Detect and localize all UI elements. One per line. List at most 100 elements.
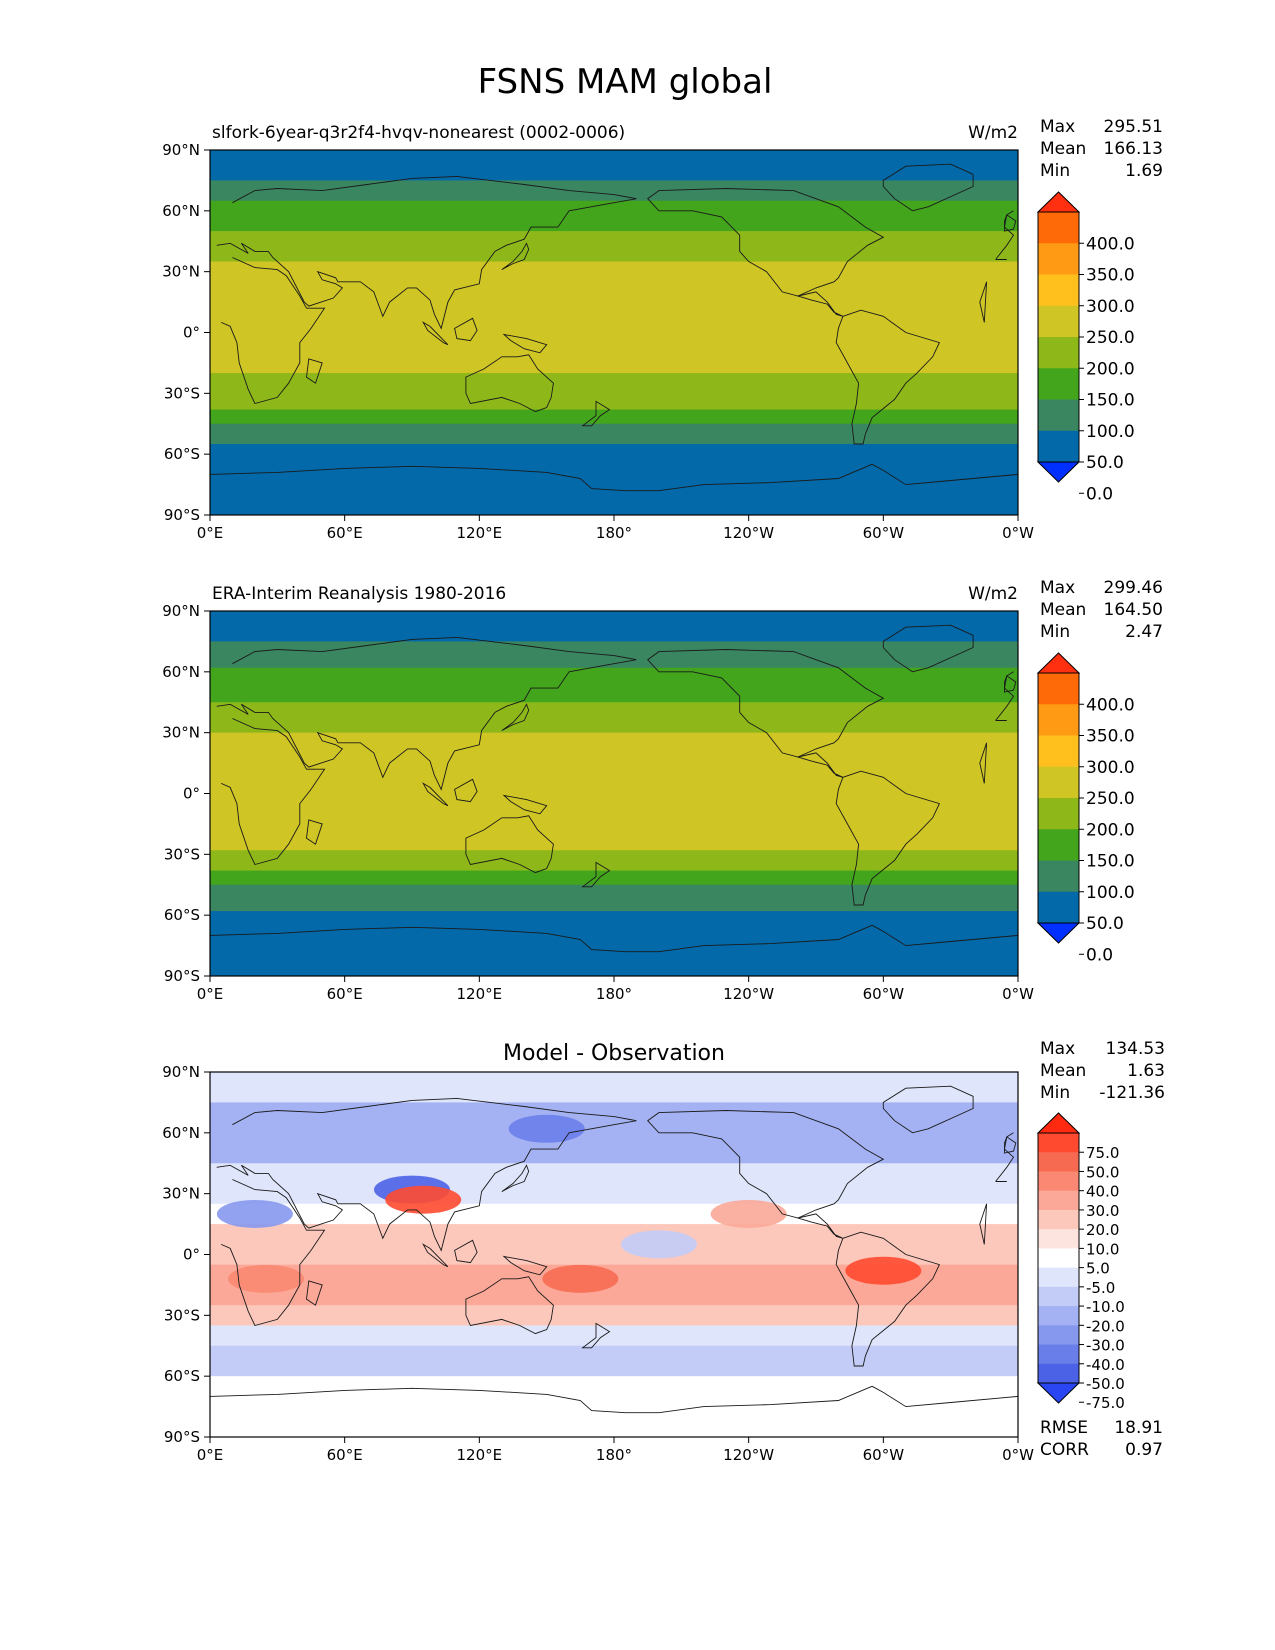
y-axis-test: 90°N 60°N 30°N 0° 30°S 60°S 90°S bbox=[162, 141, 210, 524]
coastline-greenland bbox=[882, 1085, 974, 1134]
coastline-antarctica bbox=[210, 1385, 1018, 1437]
colorbar-segment-6 bbox=[1038, 1248, 1079, 1269]
coastline-south-america bbox=[835, 1231, 941, 1367]
coastline-north-america bbox=[647, 649, 885, 758]
coastline-south-america bbox=[835, 309, 941, 445]
coastline-borneo bbox=[454, 778, 478, 803]
y-tick-label: 0° bbox=[183, 785, 200, 803]
y-axis-reference: 90°N 60°N 30°N 0° 30°S 60°S 90°S bbox=[162, 602, 210, 985]
y-tick-label: 60°N bbox=[162, 1124, 200, 1142]
stat-mean-label-reference: Mean bbox=[1040, 600, 1086, 620]
colorbar-segment-7 bbox=[1038, 430, 1079, 463]
band-8 bbox=[210, 1345, 1018, 1377]
stats-reference: Max 299.46 Mean 164.50 Min 2.47 bbox=[1040, 578, 1163, 642]
colorbar-segment-2 bbox=[1038, 274, 1079, 307]
y-tick-label: 60°S bbox=[164, 445, 200, 463]
coastline-uk bbox=[1004, 675, 1017, 693]
coastline-australia bbox=[465, 1276, 554, 1335]
coastline-north-america bbox=[647, 188, 885, 297]
colorbar-reference: 400.0 350.0 300.0 250.0 200.0 150.0 100.0 50.0 0… bbox=[1036, 652, 1135, 965]
coastline-south-america bbox=[835, 770, 941, 906]
coastline-new-zealand bbox=[581, 861, 611, 888]
x-tick-label: 0°E bbox=[197, 985, 224, 1003]
coastline-borneo bbox=[454, 1239, 478, 1264]
x-tick-label: 60°W bbox=[863, 1446, 905, 1464]
coastline-uk bbox=[1004, 214, 1017, 232]
colorbar-segment-5 bbox=[1038, 829, 1079, 861]
band-3 bbox=[210, 231, 1018, 263]
colorbar-segment-4 bbox=[1038, 337, 1079, 369]
band-1 bbox=[210, 180, 1018, 202]
colorbar-segment-1 bbox=[1038, 1152, 1079, 1172]
coastlines-reference bbox=[210, 624, 1018, 976]
colorbar-segment-1 bbox=[1038, 243, 1079, 275]
panel-test: slfork-6year-q3r2f4-hvqv-nonearest (0002… bbox=[162, 117, 1163, 542]
stat-mean-label-difference: Mean bbox=[1040, 1061, 1086, 1081]
band-1 bbox=[210, 1102, 1018, 1164]
colorbar-label: 100.0 bbox=[1086, 422, 1135, 442]
anomaly-1 bbox=[385, 1185, 462, 1214]
colorbar-label: 40.0 bbox=[1086, 1183, 1119, 1201]
band-5 bbox=[210, 773, 1018, 805]
stat-corr-label: CORR bbox=[1040, 1440, 1089, 1460]
band-3 bbox=[210, 1203, 1018, 1225]
band-0 bbox=[210, 1072, 1018, 1103]
band-10 bbox=[210, 911, 1018, 976]
stats-test: Max 295.51 Mean 166.13 Min 1.69 bbox=[1040, 117, 1163, 181]
coastline-japan bbox=[501, 703, 530, 731]
band-3 bbox=[210, 702, 1018, 734]
colorbar-segment-0 bbox=[1038, 212, 1079, 244]
y-tick-label: 90°S bbox=[164, 1428, 200, 1446]
y-tick-label: 0° bbox=[183, 324, 200, 342]
colorbar-segment-5 bbox=[1038, 368, 1079, 400]
colorbar-segment-10 bbox=[1038, 1325, 1079, 1346]
y-tick-label: 30°S bbox=[164, 384, 200, 402]
colorbar-segment-8 bbox=[1038, 1286, 1079, 1307]
colorbar-segment-3 bbox=[1038, 766, 1079, 799]
units-label-test: W/m2 bbox=[968, 123, 1018, 143]
colorbar-difference: 75.050.0 40.030.020.010.0 5.0-5.0-10.0-20.… bbox=[1036, 1112, 1125, 1412]
x-tick-label: 120°W bbox=[723, 985, 774, 1003]
panel-title-difference: Model - Observation bbox=[503, 1041, 725, 1066]
colorbar-label: 350.0 bbox=[1086, 266, 1135, 286]
band-8 bbox=[210, 393, 1018, 411]
panel-difference: Model - Observation 0°E 60°E 120°E 180° 120°… bbox=[162, 1039, 1165, 1464]
colorbar-label: -40.0 bbox=[1086, 1356, 1125, 1374]
colorbar-label: 50.0 bbox=[1086, 1163, 1119, 1181]
panel-reference: ERA-Interim Reanalysis 1980-2016 W/m2 0°… bbox=[162, 578, 1163, 1003]
band-7 bbox=[210, 1325, 1018, 1347]
colorbar-label: -10.0 bbox=[1086, 1298, 1125, 1316]
x-tick-label: 120°E bbox=[457, 524, 503, 542]
coastlines-difference bbox=[210, 1085, 1018, 1437]
colorbar-label: 300.0 bbox=[1086, 297, 1135, 317]
stat-min-test: 1.69 bbox=[1125, 161, 1163, 181]
band-9 bbox=[210, 884, 1018, 912]
colorbar-label: -30.0 bbox=[1086, 1337, 1125, 1355]
coastline-madagascar bbox=[306, 1280, 323, 1306]
y-axis-difference: 90°N 60°N 30°N 0° 30°S 60°S 90°S bbox=[162, 1063, 210, 1446]
coastline-antarctica bbox=[210, 924, 1018, 976]
coastline-australia bbox=[465, 354, 554, 413]
coastline-europe-asia bbox=[216, 636, 1015, 791]
coastline-new-guinea bbox=[502, 333, 548, 354]
band-1 bbox=[210, 641, 1018, 669]
x-tick-label: 60°E bbox=[327, 1446, 363, 1464]
colorbar-label: -20.0 bbox=[1086, 1317, 1125, 1335]
colorbar-extend-top bbox=[1036, 1112, 1081, 1134]
coastline-antarctica bbox=[210, 463, 1018, 515]
stat-rmse: 18.91 bbox=[1114, 1418, 1163, 1438]
x-tick-label: 0°W bbox=[1002, 524, 1034, 542]
stat-min-label-difference: Min bbox=[1040, 1083, 1070, 1103]
coastline-greenland bbox=[882, 624, 974, 673]
y-tick-label: 90°N bbox=[162, 602, 200, 620]
heatmap-test bbox=[210, 150, 1018, 515]
coastline-australia bbox=[465, 815, 554, 874]
y-tick-label: 0° bbox=[183, 1246, 200, 1264]
colorbar-label: 400.0 bbox=[1086, 695, 1135, 715]
x-axis-reference: 0°E 60°E 120°E 180° 120°W 60°W 0°W bbox=[197, 976, 1034, 1003]
coastline-europe-asia bbox=[216, 1097, 1015, 1252]
y-tick-label: 30°N bbox=[162, 263, 200, 281]
colorbar-frame bbox=[1037, 1132, 1080, 1384]
colorbar-label: 50.0 bbox=[1086, 914, 1124, 934]
stat-min-difference: -121.36 bbox=[1099, 1083, 1165, 1103]
